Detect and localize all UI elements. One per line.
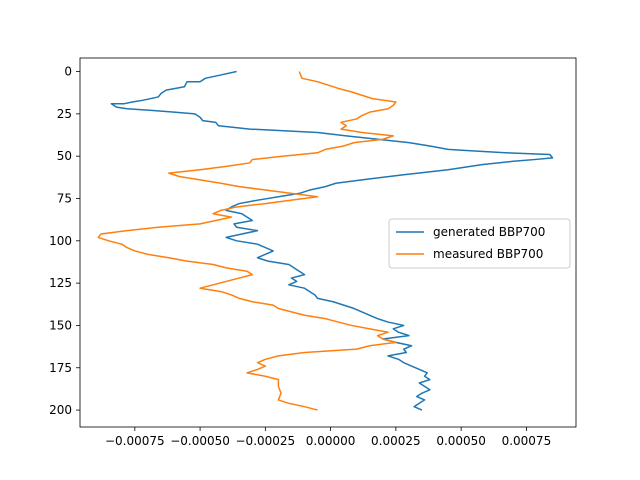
series-line-2 (97, 71, 397, 411)
legend-label-1: generated BBP700 (433, 225, 545, 239)
x-tick-label: 0.00075 (502, 434, 552, 448)
legend-box (388, 218, 571, 269)
y-tick-label: 150 (49, 318, 72, 332)
series-layer (97, 70, 554, 411)
y-tick-label: 25 (57, 107, 72, 121)
y-tick-label: 50 (57, 149, 72, 163)
y-tick-label: 100 (49, 234, 72, 248)
y-axis: 0 25 50 75 100 125 150 175 200 (49, 65, 80, 417)
legend: generated BBP700 measured BBP700 (388, 218, 571, 269)
legend-label-2: measured BBP700 (433, 247, 543, 261)
y-tick-label: 125 (49, 276, 72, 290)
x-tick-label: 0.00050 (436, 434, 486, 448)
y-tick-label: 175 (49, 361, 72, 375)
x-axis: −0.00075 −0.00050 −0.00025 0.00000 0.00025 0.… (105, 427, 551, 448)
x-tick-label: 0.00025 (371, 434, 421, 448)
x-tick-label: −0.00025 (236, 434, 296, 448)
series-line-1 (110, 70, 554, 411)
plot-frame (79, 57, 577, 428)
y-tick-label: 75 (57, 191, 72, 205)
x-tick-label: 0.00000 (306, 434, 356, 448)
y-tick-label: 0 (64, 65, 72, 79)
x-tick-label: −0.00050 (170, 434, 230, 448)
y-tick-label: 200 (49, 403, 72, 417)
x-tick-label: −0.00075 (105, 434, 165, 448)
